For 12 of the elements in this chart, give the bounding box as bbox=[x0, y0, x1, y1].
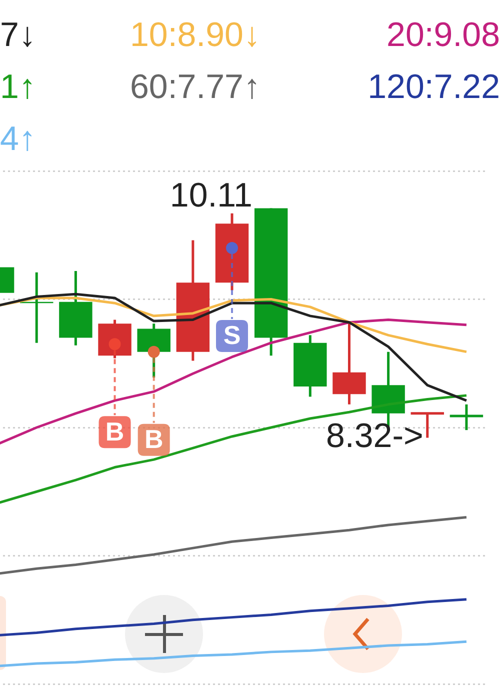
text: 120:7.22 bbox=[366, 67, 500, 108]
text: 8.32-> bbox=[326, 417, 424, 456]
text: 10:8.90↓ bbox=[130, 15, 262, 56]
data-label: B bbox=[105, 416, 124, 446]
text: 20:9.08 bbox=[386, 15, 500, 56]
text: 4↑ bbox=[0, 119, 37, 160]
text: 60:7.77↑ bbox=[130, 67, 262, 108]
data-label: B bbox=[144, 424, 164, 454]
text: 7↓ bbox=[0, 15, 37, 56]
data-label: S bbox=[223, 320, 241, 350]
text: 10.11 bbox=[170, 176, 252, 215]
text: 1↑ bbox=[0, 67, 37, 108]
